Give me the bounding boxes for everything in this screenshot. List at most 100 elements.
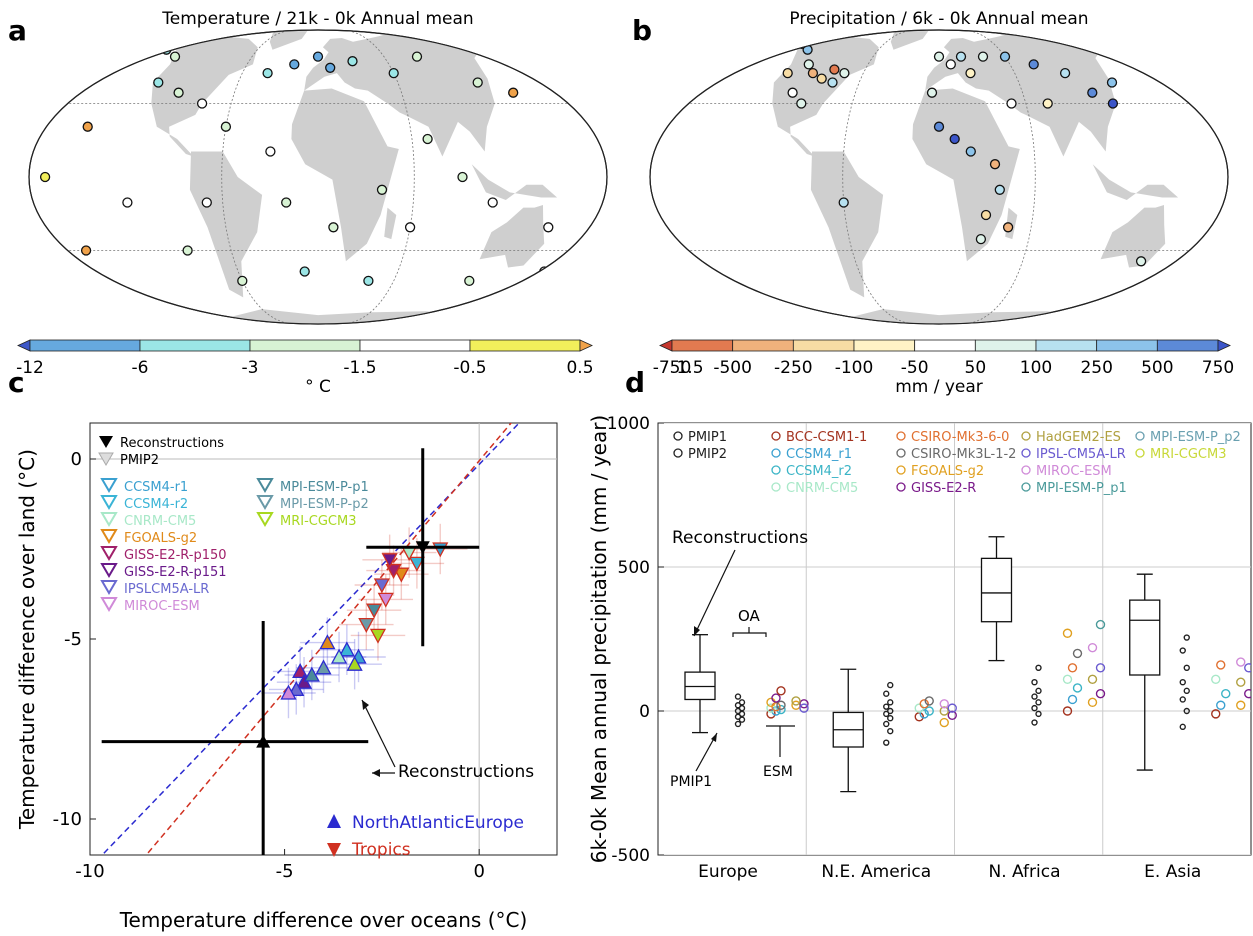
map-b-site-marker — [1002, 222, 1014, 233]
plot-c-legend-label: MRI-CGCM3 — [280, 514, 357, 529]
colorbar-b-tick-label: 250 — [1080, 358, 1112, 378]
map-b-site-marker — [827, 77, 838, 88]
plot-c-model-marker — [295, 673, 313, 689]
plot-d-legend-label: MRI-CGCM3 — [1150, 447, 1227, 462]
map-a-site-marker — [39, 171, 51, 183]
map-b-site-marker — [829, 64, 840, 75]
colorbar-a-tick-label: -12 — [16, 358, 44, 378]
map-a-site-marker — [122, 197, 133, 208]
plot-d-axes: -500 0 500 1000 Europe N.E. America N. Africa E… — [587, 414, 1201, 882]
plot-d-model-point — [1087, 674, 1098, 685]
plot-d-model-point — [771, 706, 781, 716]
plot-c-model-marker — [393, 567, 410, 583]
plot-d-legend-marker — [896, 448, 906, 458]
plot-c-annotation: Reconstructions — [398, 762, 534, 782]
plot-d-model-point — [1221, 689, 1231, 699]
map-a-landmass — [479, 205, 545, 268]
map-a-site-marker — [169, 51, 181, 62]
plot-d-model-point — [799, 699, 809, 709]
plot-d-legend-label: MIROC-ESM — [1036, 464, 1112, 479]
colorbar-b-segment — [914, 339, 976, 352]
colorbar-b-segment — [732, 339, 794, 352]
plot-c-region-legend-label: NorthAtlanticEurope — [352, 813, 524, 833]
map-a-site-marker — [404, 222, 416, 233]
map-a-site-marker — [196, 98, 208, 109]
plot-d-model-point — [1062, 706, 1073, 716]
plot-d-model-point — [1179, 723, 1186, 731]
plot-d-model-point — [887, 707, 894, 715]
plot-c-legend: Reconstructions PMIP2 CCSM4-r1 CCSM4-r2 CNRM… — [98, 436, 524, 860]
plot-d-model-point — [883, 710, 890, 718]
plot-c-legend-label: Reconstructions — [120, 436, 224, 451]
map-b-title: Precipitation / 6k - 0k Annual mean — [789, 9, 1088, 29]
plot-d-model-point — [734, 713, 742, 720]
plot-d-legend-label: BCC-CSM1-1 — [786, 430, 867, 445]
plot-d-legend-marker — [771, 448, 781, 458]
plot-c-legend-marker — [100, 478, 118, 493]
plot-d-model-point — [771, 693, 781, 703]
colorbar-a-segment — [249, 339, 361, 352]
plot-c-reference-line — [101, 423, 521, 855]
plot-d-model-point — [887, 715, 894, 722]
plot-d-model-point — [738, 699, 746, 706]
plot-c-legend-label: CCSM4-r2 — [124, 497, 188, 512]
plot-d-legend-marker — [771, 482, 781, 492]
map-a-site-marker — [182, 245, 193, 256]
map-b-site-marker — [807, 67, 819, 79]
plot-c-legend-marker — [98, 452, 114, 466]
plot-d-model-point — [776, 686, 786, 696]
plot-c-model-marker — [369, 628, 387, 644]
plot-d-annotation-pmip1: PMIP1 — [670, 774, 712, 790]
map-b-landmass — [890, 31, 929, 50]
plot-d-legend-label: IPSL-CM5A-LR — [1036, 447, 1126, 462]
plot-d-model-point — [1183, 664, 1190, 671]
map-b-site-marker — [1059, 67, 1071, 79]
plot-c-region-legend-label: Tropics — [351, 840, 411, 860]
plot-d-legend-marker — [896, 465, 906, 475]
map-a-landmass — [150, 37, 258, 157]
plot-d-model-point — [939, 706, 949, 716]
map-b-site-marker — [933, 51, 945, 62]
colorbar-a-segment — [469, 339, 581, 352]
plot-c-region-legend-marker — [327, 814, 341, 828]
map-a-site-marker — [262, 67, 273, 79]
colorbar-b-segment — [792, 339, 855, 352]
plot-c-legend-marker — [100, 512, 118, 527]
plot-c-model-marker — [408, 556, 425, 572]
map-a-landmass — [291, 88, 399, 262]
plot-c-legend-marker — [256, 495, 274, 510]
plot-d-model-point — [1179, 647, 1186, 654]
plot-d-model-point — [1035, 710, 1042, 718]
map-a-landmass — [384, 207, 397, 240]
plot-d-legend-label: CCSM4_r2 — [786, 464, 852, 479]
plot-d-ytick-label: 0 — [639, 702, 650, 722]
plot-d-model-point — [1183, 707, 1190, 715]
plot-d-model-point — [1095, 663, 1106, 673]
map-a-landmass — [471, 164, 558, 200]
plot-d-ytick-label: 1000 — [607, 414, 650, 434]
plot-d-model-point — [924, 706, 934, 716]
plot-d-model-point — [738, 704, 746, 712]
plot-c-ytick-label: -10 — [53, 809, 82, 830]
map-a-site-marker — [299, 266, 310, 277]
map-a-site-marker — [388, 67, 399, 79]
map-a-site-marker — [82, 121, 93, 132]
plot-d-model-point — [887, 699, 894, 706]
plot-c-ytick-label: -5 — [64, 629, 82, 650]
plot-d-model-point — [1035, 699, 1042, 706]
map-a-site-marker — [153, 77, 164, 88]
plot-d-model-point — [1095, 619, 1106, 630]
plot-c-model-marker — [303, 666, 320, 682]
map-b-site-marker — [839, 67, 850, 79]
map-b-site-marker — [1135, 256, 1147, 267]
plot-d-model-point — [734, 693, 742, 700]
plot-d-annotation-reconstructions: Reconstructions — [672, 528, 808, 548]
plot-d-marks — [684, 536, 1251, 793]
plot-d-box — [1129, 599, 1161, 676]
colorbar-a-tick-label: -0.5 — [453, 358, 486, 378]
plot-c-ylabel: Temperature difference over land (°C) — [15, 449, 39, 830]
map-b-site-marker — [796, 98, 807, 109]
colorbar-a-tick-label: 1.5 — [676, 358, 703, 378]
plot-d-legend-marker — [673, 448, 683, 458]
